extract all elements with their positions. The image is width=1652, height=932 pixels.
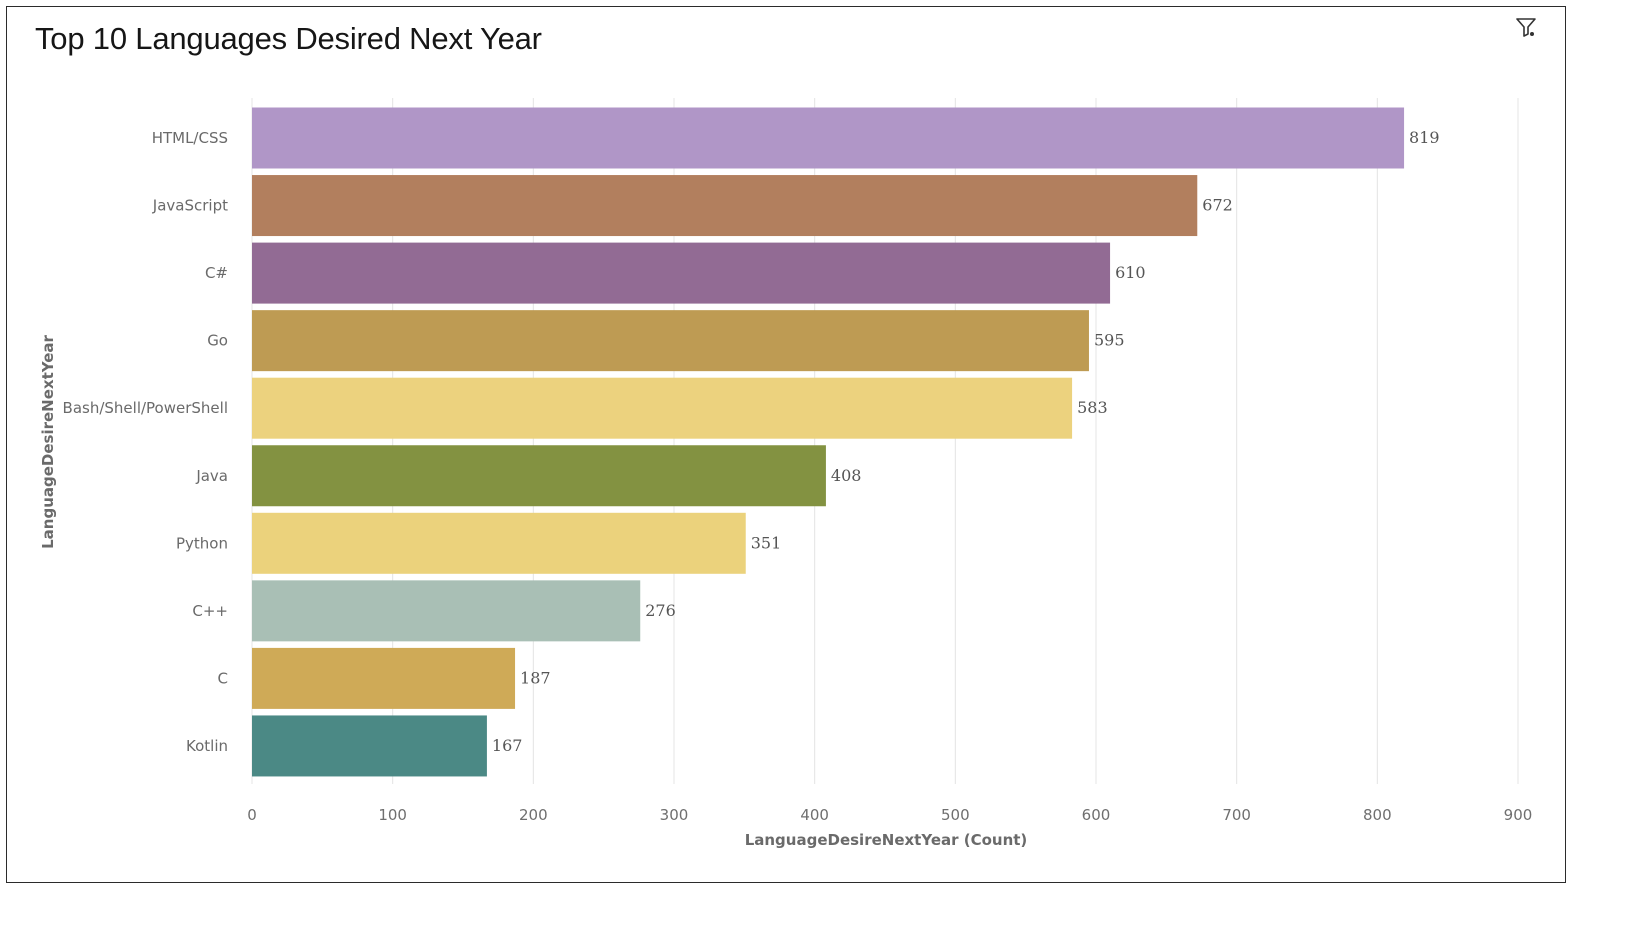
category-label: C++	[192, 602, 228, 620]
data-label: 187	[520, 668, 551, 687]
bar[interactable]	[252, 580, 641, 642]
data-label: 595	[1094, 331, 1125, 350]
bars	[252, 107, 1405, 777]
category-label: Bash/Shell/PowerShell	[63, 399, 228, 417]
category-label: C#	[205, 264, 228, 282]
x-tick-label: 500	[941, 806, 970, 824]
bar[interactable]	[252, 107, 1405, 169]
filter-icon	[1516, 18, 1536, 37]
data-label: 351	[751, 533, 782, 552]
category-label: Go	[207, 332, 228, 350]
x-tick-label: 800	[1363, 806, 1392, 824]
data-label: 408	[831, 466, 862, 485]
category-labels: HTML/CSS JavaScript C# Go Bash/Shell/PowerSh…	[63, 129, 229, 755]
x-tick-label: 400	[800, 806, 829, 824]
data-label: 276	[645, 601, 676, 620]
bar[interactable]	[252, 242, 1111, 304]
category-label: Java	[195, 467, 228, 485]
x-axis-title: LanguageDesireNextYear (Count)	[745, 831, 1028, 849]
data-label: 819	[1409, 128, 1440, 147]
bar[interactable]	[252, 377, 1073, 439]
category-label: JavaScript	[152, 197, 228, 215]
filter-button[interactable]	[1512, 13, 1540, 41]
category-label: HTML/CSS	[152, 129, 228, 147]
x-tick-label: 900	[1504, 806, 1533, 824]
chart-title: Top 10 Languages Desired Next Year	[35, 21, 542, 56]
bar[interactable]	[252, 512, 746, 574]
x-tick-label: 200	[519, 806, 548, 824]
data-label: 610	[1115, 263, 1146, 282]
x-tick-label: 300	[660, 806, 689, 824]
bar[interactable]	[252, 715, 487, 777]
data-label: 167	[492, 736, 523, 755]
bar[interactable]	[252, 310, 1089, 372]
data-label: 583	[1077, 398, 1108, 417]
bar[interactable]	[252, 445, 826, 507]
y-axis-title: LanguageDesireNextYear	[39, 334, 57, 548]
category-label: Python	[176, 534, 228, 552]
data-labels: 819 672 610 595 583 408 351 276 187 167	[492, 128, 1440, 755]
x-tick-label: 100	[378, 806, 407, 824]
category-label: Kotlin	[186, 737, 228, 755]
bar[interactable]	[252, 175, 1198, 237]
x-tick-label: 0	[247, 806, 257, 824]
x-tick-label: 700	[1222, 806, 1251, 824]
bar[interactable]	[252, 647, 516, 709]
data-label: 672	[1202, 196, 1233, 215]
x-tick-label: 600	[1082, 806, 1111, 824]
x-axis-ticks: 0 100 200 300 400 500 600 700 800 900	[247, 806, 1532, 824]
category-label: C	[218, 669, 228, 687]
